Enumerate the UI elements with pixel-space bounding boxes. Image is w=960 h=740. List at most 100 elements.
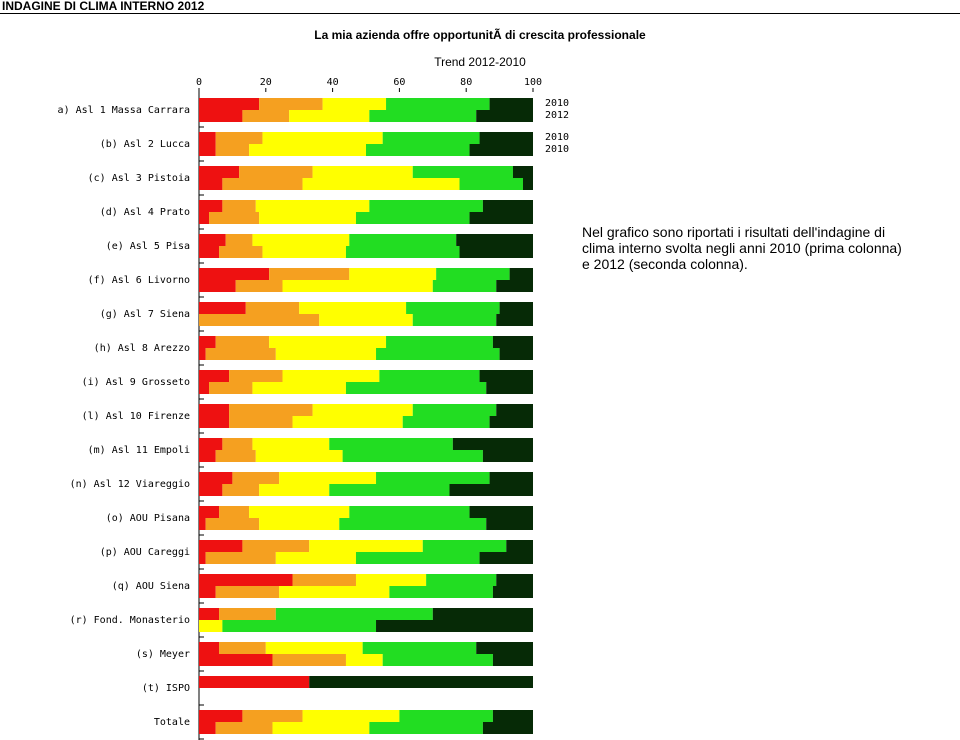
bar-segment — [199, 722, 216, 734]
bar-segment — [269, 336, 387, 348]
bar-segment — [199, 540, 243, 552]
bar-segment — [355, 574, 427, 586]
bar-segment — [252, 382, 346, 394]
bar-segment — [412, 404, 497, 416]
bar-segment — [205, 552, 276, 564]
bar-segment — [302, 710, 400, 722]
bar-segment — [255, 200, 370, 212]
bar-segment — [279, 586, 390, 598]
bar-segment — [225, 234, 253, 246]
bar-segment — [199, 586, 216, 598]
bar-segment — [215, 450, 256, 462]
category-label: (h) Asl 8 Arezzo — [94, 343, 190, 354]
bar-segment — [496, 314, 533, 326]
bar-segment — [322, 98, 387, 110]
category-label: (b) Asl 2 Lucca — [100, 139, 190, 150]
bar-segment — [302, 178, 460, 190]
bar-segment — [239, 166, 313, 178]
bar-segment — [199, 166, 240, 178]
bar-segment — [272, 654, 346, 666]
bar-segment — [492, 710, 533, 722]
bar-segment — [222, 178, 303, 190]
bar-segment — [342, 450, 483, 462]
bar-segment — [479, 370, 533, 382]
bar-segment — [339, 518, 487, 530]
bar-segment — [496, 280, 533, 292]
bar-segment — [259, 484, 330, 496]
bar-segment — [522, 178, 533, 190]
bar-segment — [199, 450, 216, 462]
bar-segment — [222, 438, 253, 450]
bar-segment — [242, 710, 303, 722]
bar-segment — [199, 710, 243, 722]
bar-segment — [309, 676, 533, 688]
bar-segment — [489, 98, 533, 110]
bar-segment — [199, 654, 273, 666]
category-label: (f) Asl 6 Livorno — [88, 275, 190, 286]
bar-segment — [369, 200, 483, 212]
bar-segment — [382, 654, 493, 666]
bar-segment — [199, 234, 226, 246]
bar-segment — [199, 348, 206, 360]
bar-segment — [269, 268, 350, 280]
bar-segment — [379, 370, 480, 382]
bar-segment — [355, 552, 480, 564]
bar-segment — [479, 552, 533, 564]
bar-segment — [376, 472, 490, 484]
bar-segment — [456, 234, 533, 246]
bar-segment — [376, 348, 500, 360]
bar-segment — [499, 348, 533, 360]
bar-segment — [492, 586, 533, 598]
bar-segment — [422, 540, 507, 552]
bar-segment — [366, 144, 470, 156]
bar-segment — [369, 110, 477, 122]
category-label: (p) AOU Careggi — [100, 547, 190, 558]
bar-segment — [229, 416, 293, 428]
bar-segment — [199, 472, 233, 484]
bar-segment — [215, 586, 280, 598]
bar-segment — [512, 166, 533, 178]
bar-segment — [492, 654, 533, 666]
bar-segment — [215, 132, 263, 144]
bar-segment — [259, 98, 323, 110]
bar-segment — [249, 144, 366, 156]
category-label: (m) Asl 11 Empoli — [88, 445, 190, 456]
bar-segment — [252, 438, 330, 450]
bar-segment — [265, 642, 363, 654]
bar-segment — [386, 98, 490, 110]
bar-segment — [292, 416, 403, 428]
bar-segment — [355, 212, 470, 224]
bar-segment — [509, 268, 533, 280]
bar-segment — [476, 642, 533, 654]
bar-segment — [262, 132, 383, 144]
bar-segment — [222, 620, 377, 632]
bar-segment — [272, 722, 370, 734]
bar-segment — [329, 484, 450, 496]
bar-segment — [459, 178, 523, 190]
bar-segment — [349, 506, 470, 518]
x-tick-label: 40 — [327, 77, 339, 88]
bar-segment — [205, 348, 276, 360]
year-label: 2010 — [545, 98, 569, 109]
bar-segment — [199, 404, 230, 416]
category-label: (t) ISPO — [142, 683, 190, 694]
bar-segment — [199, 314, 320, 326]
bar-segment — [432, 280, 497, 292]
x-tick-label: 20 — [260, 77, 272, 88]
bar-segment — [482, 450, 533, 462]
bar-segment — [476, 110, 533, 122]
bar-segment — [199, 438, 223, 450]
bar-segment — [199, 416, 230, 428]
bar-segment — [279, 472, 377, 484]
bar-segment — [199, 642, 220, 654]
bar-segment — [312, 404, 413, 416]
bar-segment — [215, 722, 273, 734]
bar-segment — [199, 246, 220, 258]
note: Nel grafico sono riportati i risultati d… — [582, 224, 902, 272]
bar-segment — [199, 200, 223, 212]
year-label: 2010 — [545, 144, 569, 155]
bar-segment — [219, 608, 276, 620]
bar-segment — [259, 518, 340, 530]
bar-segment — [289, 110, 370, 122]
bar-segment — [199, 620, 223, 632]
